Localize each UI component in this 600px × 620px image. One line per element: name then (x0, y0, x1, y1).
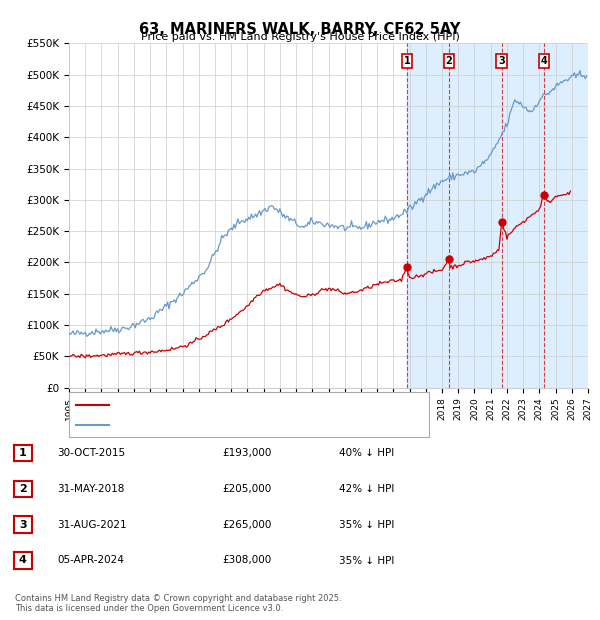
Text: 2: 2 (19, 484, 26, 494)
Text: 31-MAY-2018: 31-MAY-2018 (57, 484, 124, 494)
Bar (407, 43, 588, 388)
Text: 30-OCT-2015: 30-OCT-2015 (57, 448, 125, 458)
Text: 63, MARINERS WALK, BARRY, CF62 5AY (detached house): 63, MARINERS WALK, BARRY, CF62 5AY (deta… (114, 400, 395, 410)
Text: 63, MARINERS WALK, BARRY, CF62 5AY: 63, MARINERS WALK, BARRY, CF62 5AY (139, 22, 461, 37)
Text: 42% ↓ HPI: 42% ↓ HPI (339, 484, 394, 494)
Text: £265,000: £265,000 (222, 520, 271, 529)
Text: 1: 1 (19, 448, 26, 458)
Text: HPI: Average price, detached house, Vale of Glamorgan: HPI: Average price, detached house, Vale… (114, 420, 385, 430)
Text: £205,000: £205,000 (222, 484, 271, 494)
Text: 31-AUG-2021: 31-AUG-2021 (57, 520, 127, 529)
Text: £193,000: £193,000 (222, 448, 271, 458)
Text: 3: 3 (19, 520, 26, 529)
Text: £308,000: £308,000 (222, 556, 271, 565)
Text: 35% ↓ HPI: 35% ↓ HPI (339, 556, 394, 565)
Text: Price paid vs. HM Land Registry's House Price Index (HPI): Price paid vs. HM Land Registry's House … (140, 32, 460, 42)
Text: Contains HM Land Registry data © Crown copyright and database right 2025.: Contains HM Land Registry data © Crown c… (15, 595, 341, 603)
Text: 4: 4 (541, 56, 547, 66)
Text: 2: 2 (445, 56, 452, 66)
Text: 40% ↓ HPI: 40% ↓ HPI (339, 448, 394, 458)
Text: 1: 1 (403, 56, 410, 66)
Text: 35% ↓ HPI: 35% ↓ HPI (339, 520, 394, 529)
Text: 4: 4 (19, 556, 27, 565)
Text: 05-APR-2024: 05-APR-2024 (57, 556, 124, 565)
Text: This data is licensed under the Open Government Licence v3.0.: This data is licensed under the Open Gov… (15, 604, 283, 613)
Text: 3: 3 (498, 56, 505, 66)
